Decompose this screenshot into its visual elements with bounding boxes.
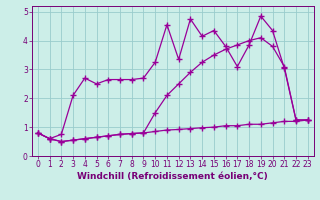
X-axis label: Windchill (Refroidissement éolien,°C): Windchill (Refroidissement éolien,°C) — [77, 172, 268, 181]
